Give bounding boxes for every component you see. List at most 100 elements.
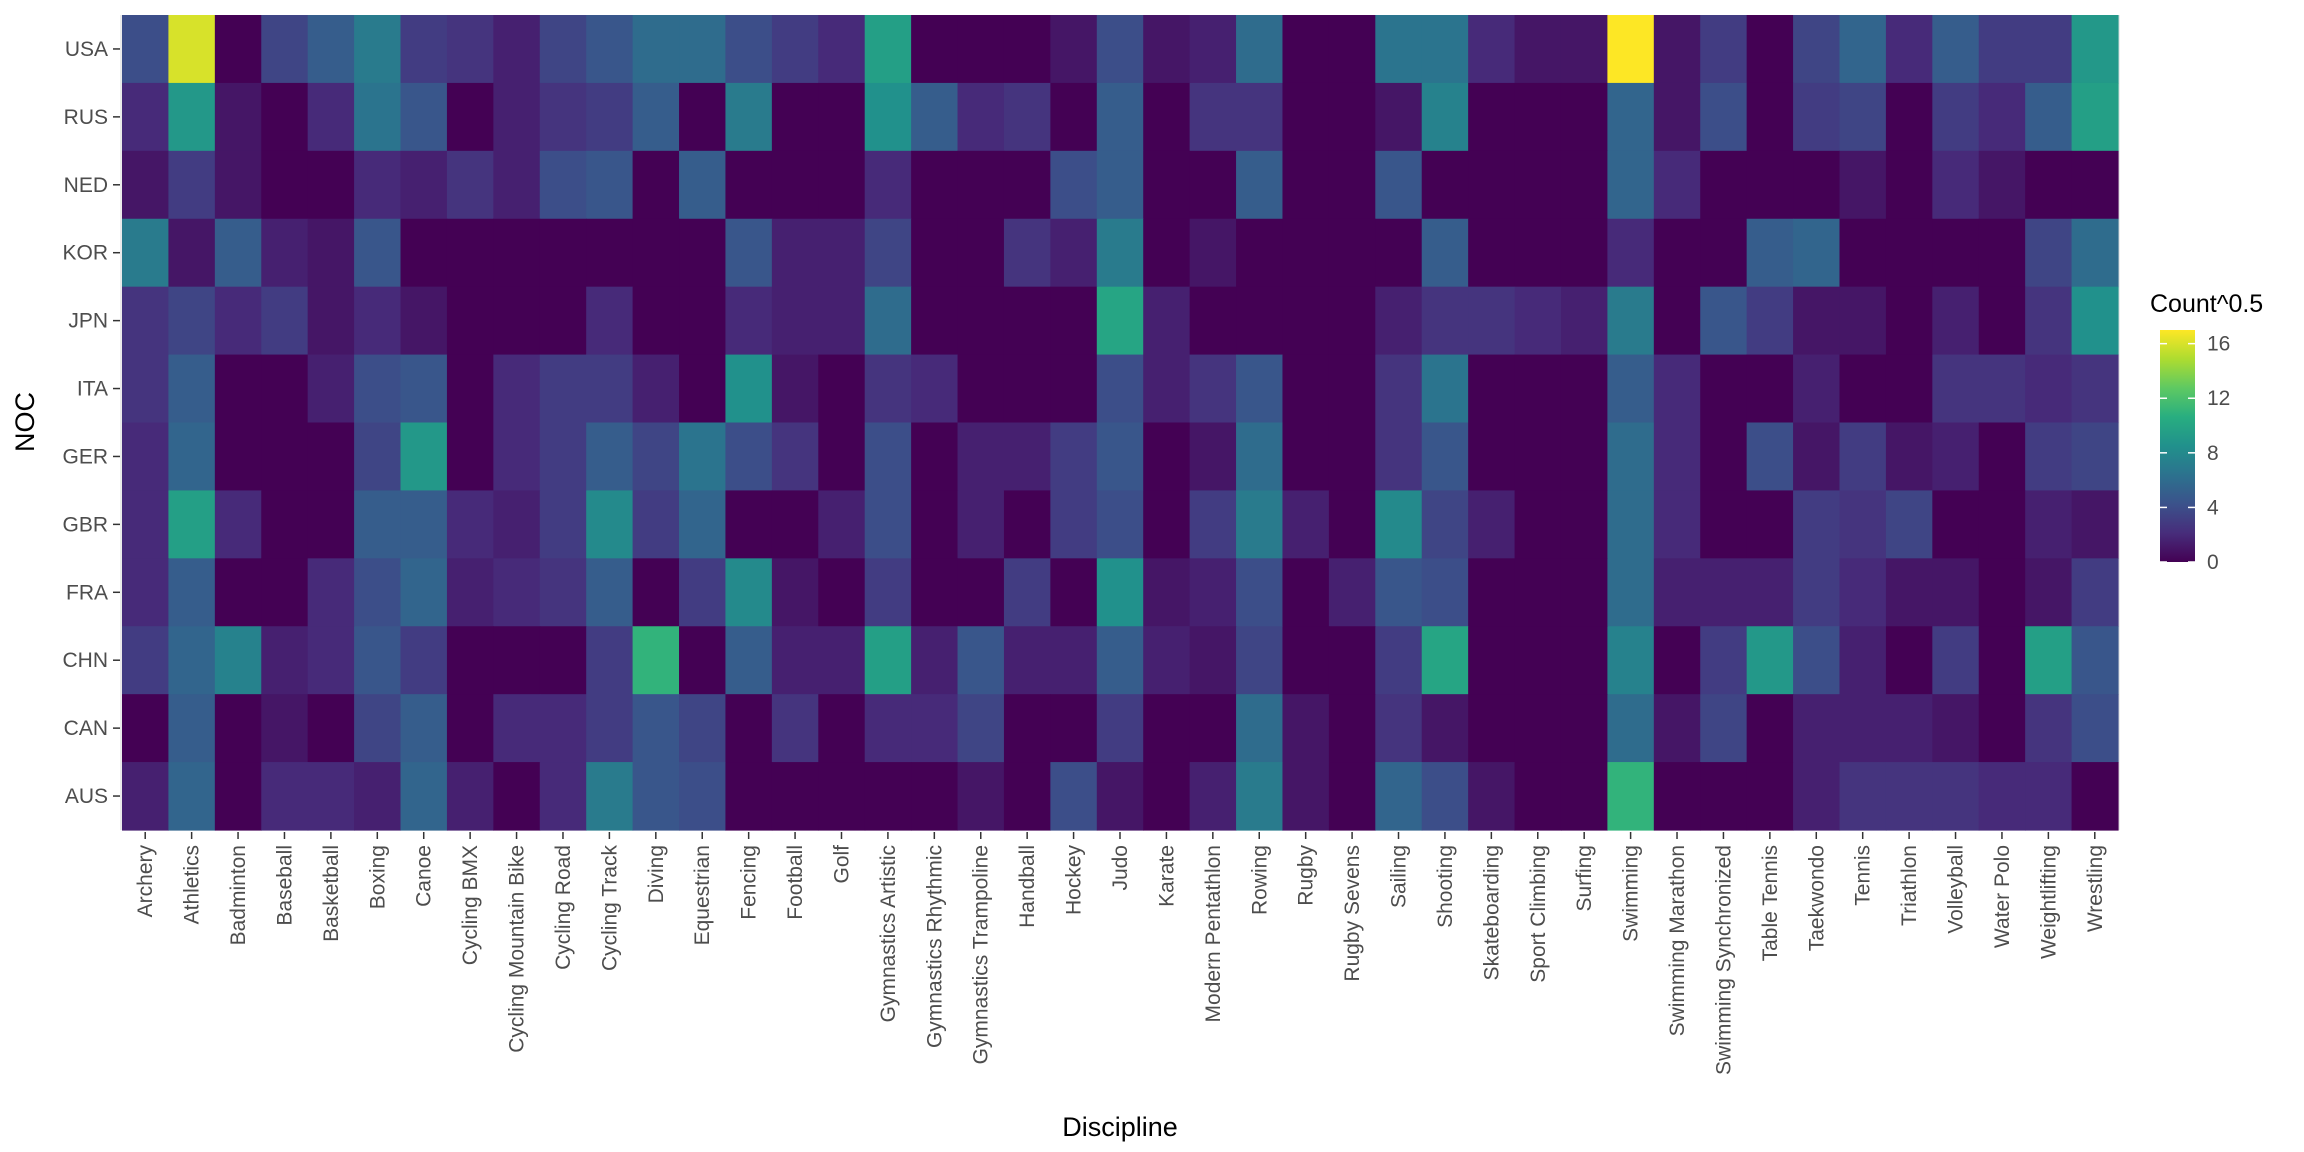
- heatmap-cell: [539, 694, 587, 763]
- heatmap-cell: [168, 82, 216, 152]
- heatmap-cell: [1839, 354, 1887, 424]
- heatmap-cell: [1282, 762, 1330, 831]
- heatmap-cell: [2071, 626, 2119, 695]
- heatmap-cell: [679, 82, 727, 152]
- heatmap-cell: [725, 218, 773, 288]
- heatmap-cell: [632, 626, 680, 695]
- heatmap-cell: [818, 15, 866, 84]
- heatmap-cell: [1560, 762, 1608, 831]
- heatmap-cell: [1746, 218, 1794, 288]
- heatmap-cell: [493, 694, 541, 763]
- heatmap-cell: [1003, 286, 1051, 356]
- x-tick-label: Taekwondo: [1805, 845, 1828, 951]
- heatmap-cell: [1514, 422, 1562, 492]
- heatmap-cell: [1793, 82, 1841, 152]
- heatmap-cell: [725, 490, 773, 559]
- y-tick-label: AUS: [65, 785, 108, 808]
- heatmap-cell: [1468, 422, 1516, 492]
- heatmap-cell: [261, 15, 309, 84]
- heatmap-cell: [1328, 422, 1376, 492]
- heatmap-cell: [1050, 286, 1098, 356]
- heatmap-cell: [214, 286, 262, 356]
- heatmap-cell: [1421, 82, 1469, 152]
- heatmap-cell: [1189, 150, 1237, 220]
- heatmap-cell: [214, 762, 262, 831]
- heatmap-cell: [493, 626, 541, 695]
- heatmap-cell: [1932, 15, 1980, 84]
- heatmap-cell: [1096, 354, 1144, 424]
- x-tick-label: Judo: [1109, 845, 1132, 891]
- heatmap-cell: [818, 286, 866, 356]
- heatmap-cell: [1793, 354, 1841, 424]
- heatmap-cell: [261, 286, 309, 356]
- heatmap-cell: [1746, 762, 1794, 831]
- legend-ticks: 0 4 8 12 16: [2160, 333, 2230, 574]
- heatmap-cell: [818, 150, 866, 220]
- heatmap-cell: [354, 558, 402, 627]
- x-tick-label: Boxing: [366, 845, 389, 909]
- heatmap-cell: [957, 82, 1005, 152]
- heatmap-cell: [400, 762, 448, 831]
- heatmap-cell: [1932, 422, 1980, 492]
- heatmap-cell: [1468, 15, 1516, 84]
- heatmap-cell: [1746, 354, 1794, 424]
- heatmap-cell: [307, 218, 355, 288]
- heatmap-cell: [911, 762, 959, 831]
- heatmap-cell: [1189, 490, 1237, 559]
- heatmap-cell: [1700, 626, 1748, 695]
- x-axis-title: Discipline: [1062, 1112, 1178, 1142]
- heatmap-cell: [1607, 218, 1655, 288]
- heatmap-cell: [214, 422, 262, 492]
- heatmap-cell: [1375, 558, 1423, 627]
- heatmap-cell: [1653, 218, 1701, 288]
- heatmap-cell: [1189, 354, 1237, 424]
- heatmap-cell: [1839, 15, 1887, 84]
- heatmap-cell: [1746, 626, 1794, 695]
- heatmap-cell: [725, 626, 773, 695]
- x-tick-label: Diving: [645, 845, 668, 903]
- heatmap-cell: [1328, 626, 1376, 695]
- heatmap-cell: [493, 490, 541, 559]
- heatmap-cell: [1839, 762, 1887, 831]
- heatmap-cell: [911, 15, 959, 84]
- heatmap-cell: [1514, 694, 1562, 763]
- heatmap-cell: [2025, 218, 2073, 288]
- heatmap-cell: [168, 422, 216, 492]
- heatmap-cell: [1096, 82, 1144, 152]
- legend-tick-label: 16: [2207, 333, 2230, 356]
- heatmap-cell: [679, 218, 727, 288]
- heatmap-cell: [354, 15, 402, 84]
- heatmap-cell: [2071, 82, 2119, 152]
- heatmap-cell: [679, 150, 727, 220]
- x-tick-label: Surfing: [1573, 845, 1596, 912]
- heatmap-cell: [1746, 694, 1794, 763]
- heatmap-cell: [354, 694, 402, 763]
- x-tick-label: Cycling Mountain Bike: [506, 845, 529, 1053]
- y-tick-label: ITA: [77, 378, 108, 401]
- heatmap-cell: [354, 422, 402, 492]
- heatmap-cell: [493, 558, 541, 627]
- heatmap-cell: [818, 82, 866, 152]
- heatmap-cell: [493, 82, 541, 152]
- x-tick-label: Skateboarding: [1480, 845, 1503, 980]
- heatmap-cell: [1189, 558, 1237, 627]
- y-tick-label: NED: [64, 174, 108, 197]
- heatmap-cell: [1421, 626, 1469, 695]
- heatmap-cell: [864, 626, 912, 695]
- x-tick-label: Tennis: [1852, 845, 1875, 906]
- heatmap-cell: [1978, 422, 2026, 492]
- heatmap-cell: [493, 354, 541, 424]
- heatmap-cell: [446, 422, 494, 492]
- heatmap-cell: [1560, 286, 1608, 356]
- heatmap-cell: [1003, 15, 1051, 84]
- heatmap-cell: [261, 82, 309, 152]
- heatmap-cell: [586, 218, 634, 288]
- heatmap-cell: [1700, 218, 1748, 288]
- heatmap-cell: [1282, 82, 1330, 152]
- legend-tick-label: 0: [2207, 551, 2219, 574]
- heatmap-cell: [864, 286, 912, 356]
- heatmap-cell: [1885, 82, 1933, 152]
- heatmap-cell: [1607, 422, 1655, 492]
- heatmap-cell: [1607, 490, 1655, 559]
- heatmap-cell: [1421, 15, 1469, 84]
